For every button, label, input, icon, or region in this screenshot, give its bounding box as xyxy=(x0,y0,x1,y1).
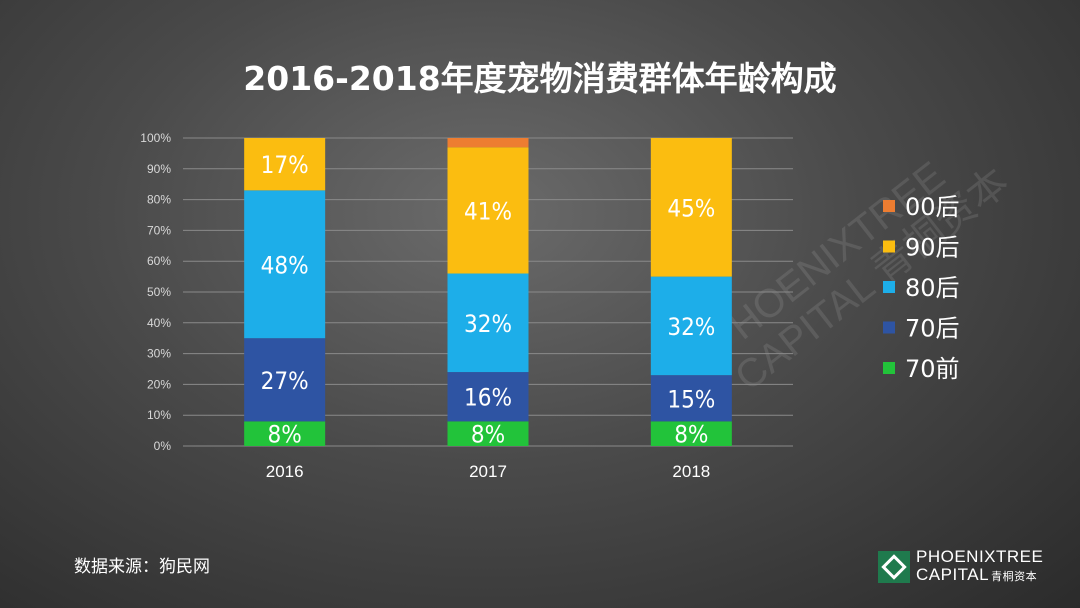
bar-segment xyxy=(650,138,732,277)
bar-segment xyxy=(447,273,529,373)
data-label: 32% xyxy=(464,310,512,338)
data-source-note: 数据来源：狗民网 xyxy=(74,557,210,577)
bar-segment xyxy=(447,138,529,148)
y-tick-label: 60% xyxy=(147,254,171,268)
legend-swatch xyxy=(883,240,895,253)
bar-segment xyxy=(650,421,732,446)
data-label: 48% xyxy=(261,251,309,279)
legend-label: 70后 xyxy=(905,315,960,343)
logo-line-2-cn: 青桐资本 xyxy=(991,571,1038,583)
logo-line-2: CAPITAL 青桐资本 xyxy=(916,566,1043,586)
y-tick-label: 90% xyxy=(147,162,171,176)
y-tick-label: 30% xyxy=(147,347,171,361)
legend-label: 80后 xyxy=(905,274,960,302)
data-label: 41% xyxy=(464,197,512,225)
legend-label: 90后 xyxy=(905,234,960,262)
data-label: 15% xyxy=(667,385,715,413)
logo-line-2-en: CAPITAL xyxy=(916,565,990,584)
legend-label: 70前 xyxy=(905,355,960,383)
y-tick-label: 40% xyxy=(147,316,171,330)
data-label: 8% xyxy=(471,421,505,449)
y-tick-label: 20% xyxy=(147,377,171,391)
bar-segment xyxy=(447,421,529,446)
x-tick-label: 2018 xyxy=(672,462,710,481)
bar-segment xyxy=(244,138,326,191)
bar-segment xyxy=(447,372,529,422)
data-label: 8% xyxy=(268,421,302,449)
data-label: 27% xyxy=(261,367,309,395)
bar-segment xyxy=(244,190,326,339)
data-label: 17% xyxy=(261,151,309,179)
data-label: 16% xyxy=(464,384,512,412)
y-tick-label: 80% xyxy=(147,193,171,207)
x-tick-label: 2017 xyxy=(469,462,507,481)
x-tick-label: 2016 xyxy=(266,462,304,481)
legend-swatch xyxy=(883,362,895,374)
data-label: 8% xyxy=(674,421,708,449)
y-tick-label: 10% xyxy=(147,408,171,422)
data-label: 32% xyxy=(667,313,715,341)
legend-swatch xyxy=(883,200,895,212)
legend-swatch xyxy=(883,281,895,293)
company-logo: PHOENIXTREE CAPITAL 青桐资本 xyxy=(878,548,1043,586)
logo-mark-icon xyxy=(878,551,910,583)
legend-label: 00后 xyxy=(905,193,960,221)
bar-segment xyxy=(244,421,326,446)
data-label: 45% xyxy=(667,194,715,222)
bar-segment xyxy=(244,338,326,422)
y-tick-label: 0% xyxy=(154,439,172,453)
logo-line-1: PHOENIXTREE xyxy=(916,547,1044,566)
y-tick-label: 70% xyxy=(147,223,171,237)
chart-title: 2016-2018年度宠物消费群体年龄构成 xyxy=(243,59,837,98)
bar-segment xyxy=(650,375,732,422)
y-tick-label: 50% xyxy=(147,285,171,299)
y-tick-label: 100% xyxy=(140,131,171,145)
legend-swatch xyxy=(883,321,895,334)
bar-segment xyxy=(650,276,732,376)
bar-segment xyxy=(447,147,529,274)
